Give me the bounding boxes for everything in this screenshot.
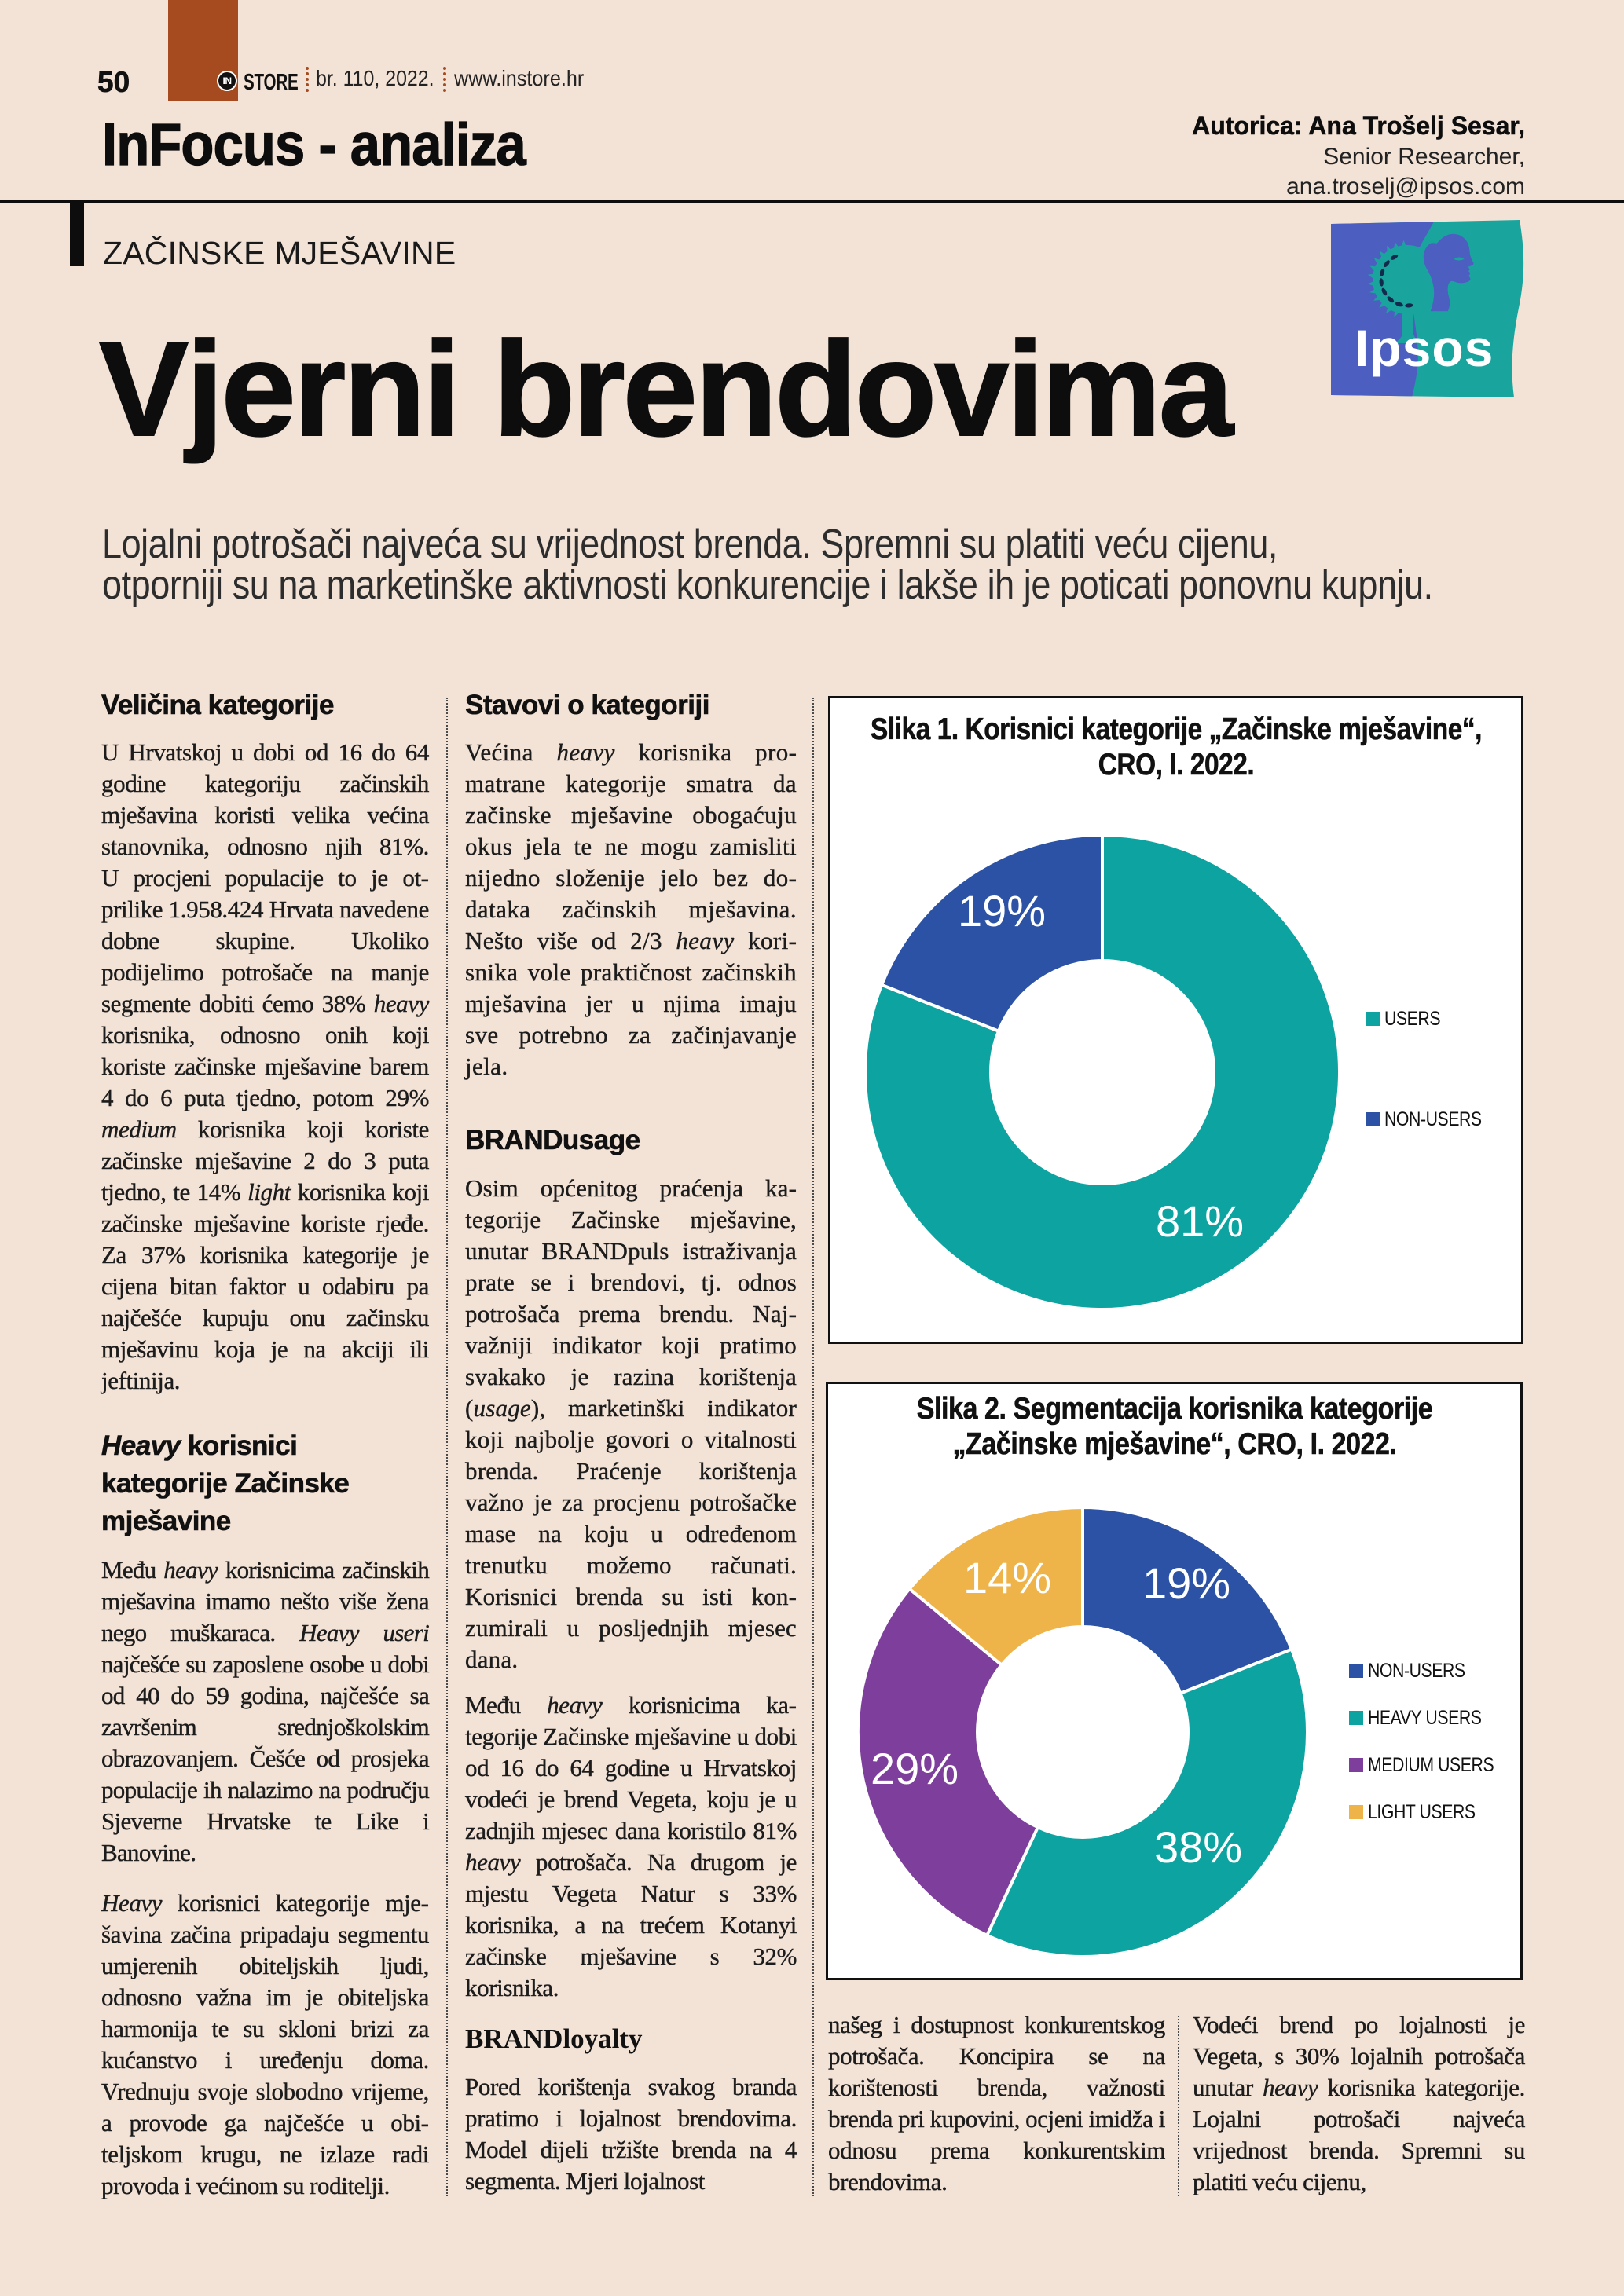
svg-text:Ipsos: Ipsos <box>1355 319 1494 377</box>
